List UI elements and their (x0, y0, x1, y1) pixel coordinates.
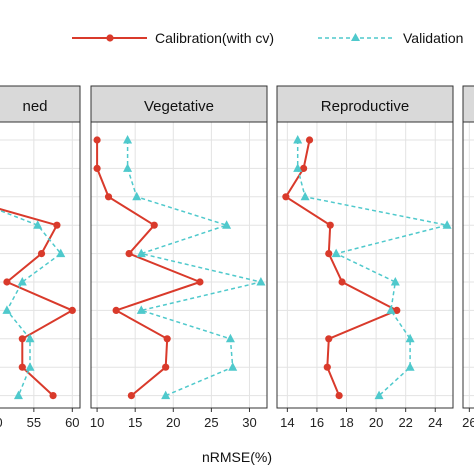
validation-point (25, 362, 35, 371)
panel-background (462, 121, 474, 409)
validation-point (331, 248, 341, 258)
x-tick-label: 10 (90, 415, 104, 430)
calibration-series-line (0, 208, 75, 397)
panel-strip (276, 85, 454, 123)
calibration-point (326, 221, 334, 229)
calibration-point (305, 136, 314, 144)
validation-point (123, 163, 133, 172)
x-tick-label: 60 (65, 415, 79, 430)
validation-point (17, 277, 27, 286)
calibration-point (49, 392, 57, 400)
calibration-point (93, 136, 101, 144)
calibration-point (68, 306, 76, 314)
panel-3: Reproductive 14 16 18 20 22 24 (276, 85, 454, 430)
calibration-point (37, 250, 46, 258)
validation-point (300, 191, 310, 201)
validation-point (33, 220, 43, 229)
panel-title: Vegetative (144, 98, 214, 115)
validation-point (256, 277, 266, 286)
calibration-series-line (96, 140, 203, 397)
validation-point (405, 333, 415, 343)
validation-point (225, 333, 235, 343)
x-tick-label: 20 (369, 415, 383, 430)
validation-point (228, 362, 238, 371)
validation-point (132, 191, 142, 201)
calibration-point (127, 392, 135, 400)
validation-series-line (296, 140, 448, 397)
validation-point (25, 333, 35, 343)
panel-1: ned 50 55 60 (0, 85, 81, 430)
panel-background (90, 121, 268, 409)
calibration-point (163, 335, 171, 343)
x-tick-label: 26 (462, 415, 474, 430)
validation-point (136, 248, 146, 258)
panel-border (0, 121, 81, 409)
panel-background (0, 121, 81, 409)
legend-validation-label: Validation (403, 30, 463, 46)
validation-point (293, 163, 303, 172)
legend-calibration-marker (106, 34, 114, 42)
validation-point (405, 362, 415, 371)
calibration-point (393, 306, 401, 314)
validation-point (136, 305, 146, 314)
validation-point (374, 390, 384, 400)
x-tick-label: 20 (166, 415, 180, 430)
calibration-point (125, 250, 133, 258)
panel-title: Reproductive (321, 98, 409, 115)
legend-validation-marker (351, 33, 360, 41)
panel-strip (462, 85, 474, 123)
calibration-point (104, 193, 113, 201)
validation-point (2, 305, 12, 314)
legend: Calibration(with cv) Validation (72, 30, 463, 46)
x-tick-label: 22 (398, 415, 412, 430)
x-tick-label: 24 (428, 415, 442, 430)
calibration-point (300, 164, 308, 172)
validation-point (442, 220, 452, 229)
x-tick-label: 55 (27, 415, 41, 430)
calibration-point (325, 335, 333, 343)
validation-point (293, 135, 303, 144)
calibration-point (112, 306, 120, 314)
x-tick-label: 18 (339, 415, 353, 430)
validation-point (161, 390, 171, 400)
validation-series-line (0, 209, 62, 396)
validation-series-line (126, 140, 262, 397)
calibration-series-line (284, 139, 400, 396)
panel-2: Vegetative 10 15 20 25 30 (90, 85, 268, 430)
calibration-point (3, 278, 11, 286)
calibration-point (338, 278, 346, 286)
panel-title: ned (22, 98, 47, 115)
panel-border (462, 121, 474, 409)
panel-border (276, 121, 454, 409)
legend-calibration-label: Calibration(with cv) (155, 30, 274, 46)
x-tick-label: 16 (310, 415, 324, 430)
x-tick-label: 14 (280, 415, 294, 430)
calibration-point (196, 278, 204, 286)
x-tick-label: 25 (204, 415, 218, 430)
calibration-point (335, 392, 343, 400)
x-tick-label: 15 (128, 415, 142, 430)
validation-point (56, 248, 66, 258)
panel-4: 26 (462, 85, 474, 430)
x-tick-label: 30 (242, 415, 256, 430)
validation-point (386, 305, 396, 314)
calibration-point (53, 221, 61, 229)
calibration-point (323, 363, 331, 371)
calibration-point (282, 193, 290, 201)
calibration-point (150, 221, 158, 229)
validation-point (222, 220, 232, 229)
calibration-point (93, 164, 101, 172)
validation-point (123, 135, 133, 144)
validation-point (13, 390, 23, 400)
x-tick-label: 50 (0, 415, 3, 430)
calibration-point (18, 335, 26, 343)
validation-point (390, 277, 400, 286)
x-axis-title: nRMSE(%) (202, 449, 272, 465)
panel-border (90, 121, 268, 409)
calibration-point (18, 363, 26, 371)
panel-strip (90, 85, 268, 123)
calibration-point (162, 363, 170, 371)
calibration-point (325, 250, 333, 258)
